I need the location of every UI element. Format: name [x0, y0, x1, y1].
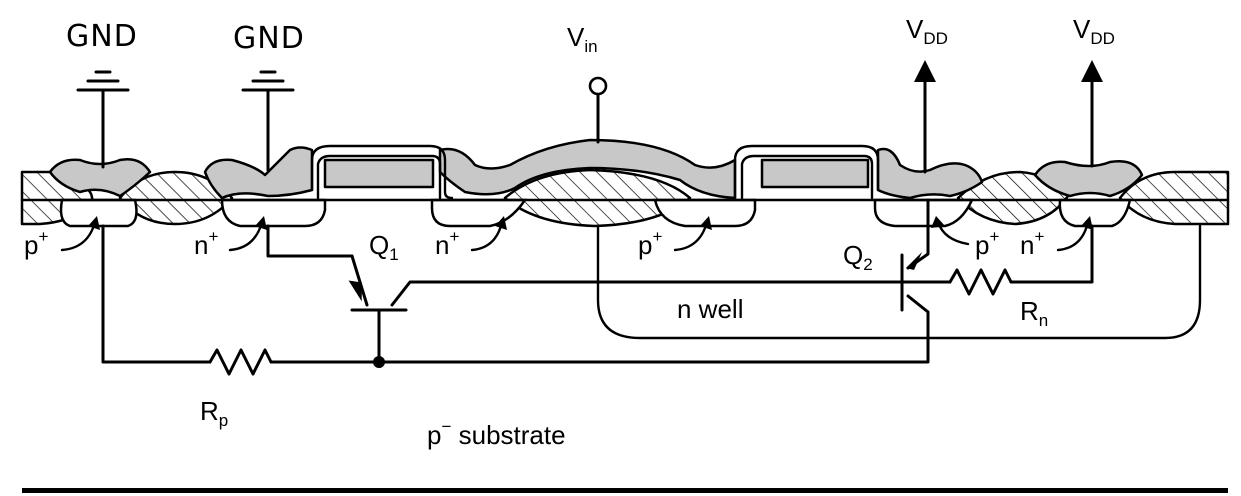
nmos-gate	[310, 144, 454, 200]
rn-label: Rn	[1020, 296, 1048, 330]
rp-label: Rp	[200, 396, 228, 430]
substrate-label: p− substrate	[427, 417, 566, 450]
pmos-gate-oxide-outline	[733, 144, 880, 200]
nmos-polysilicon-gate	[323, 158, 435, 189]
n-plus-diffusion-drain	[430, 198, 528, 228]
gnd-label-1: GND	[66, 19, 138, 54]
p-plus-mid-arrowhead	[700, 216, 712, 230]
rp-wire-right	[269, 310, 930, 364]
vdd-label-2: VDD	[1073, 14, 1115, 48]
gnd-label-2: GND	[233, 21, 305, 56]
vdd-2-arrow	[1081, 60, 1103, 82]
field-oxide-1	[118, 170, 234, 226]
terminal-wires	[76, 60, 1103, 174]
n-plus-mid-arrowhead	[495, 216, 507, 230]
metal-layer	[48, 138, 1144, 200]
rp-wire-left	[101, 224, 212, 364]
metal-gnd-2	[203, 146, 314, 200]
p-plus-right-arrowhead	[931, 216, 945, 228]
n-plus-diffusion-source	[220, 198, 327, 228]
rn-wire-right	[1009, 224, 1094, 284]
pmos-polysilicon-gate	[760, 158, 870, 189]
bottom-rule	[22, 488, 1228, 493]
vdd-1-arrow	[914, 60, 936, 82]
n-plus-diffusion-right	[1058, 198, 1132, 228]
parasitic-circuit	[101, 198, 1094, 376]
pmos-gate-oxide-inner	[740, 154, 874, 200]
q1-collector	[390, 280, 904, 307]
metal-vdd-1	[876, 147, 984, 200]
p-plus-diffusion-source	[873, 198, 974, 228]
nmos-gate-oxide-inner	[316, 154, 442, 200]
vin-label: Vin	[567, 22, 598, 56]
p-plus-label-mid: p+	[638, 227, 662, 260]
q2-label: Q2	[843, 240, 873, 274]
p-plus-left-arrowhead	[88, 216, 100, 230]
n-plus-right-arrowhead	[1081, 216, 1093, 230]
metal-gnd-1	[48, 158, 152, 198]
n-plus-label-mid: n+	[435, 227, 459, 260]
text-labels: GND GND Vin VDD VDD p+ n+ Q1 n+ p+ Q2 p+…	[24, 14, 1115, 450]
p-plus-diffusion-drain	[653, 198, 757, 228]
n-well-label: n well	[677, 294, 743, 324]
q1-emitter	[350, 254, 369, 307]
label-arrows	[60, 216, 1093, 252]
p-plus-label-left: p+	[24, 227, 48, 260]
metal-vdd-2	[1033, 160, 1144, 198]
p-plus-diffusion-left	[59, 198, 138, 228]
q1-emitter-arrow	[348, 280, 362, 302]
n-plus-label-right: n+	[1020, 227, 1044, 260]
q2-collector	[906, 294, 930, 314]
n-plus-label-left: n+	[194, 227, 218, 260]
rn-resistor	[948, 268, 1013, 296]
n-well-outline	[596, 224, 1202, 340]
vdd-label-1: VDD	[906, 14, 948, 48]
vin-terminal	[588, 76, 608, 96]
rp-resistor	[208, 348, 273, 376]
nmos-gate-oxide-outline	[310, 144, 454, 200]
n-plus-left-arrowhead	[255, 216, 267, 230]
q2-emitter-arrow	[906, 252, 922, 270]
p-plus-label-right: p+	[975, 227, 999, 260]
pmos-gate	[733, 144, 880, 200]
field-oxide-center	[503, 168, 692, 228]
q1-label: Q1	[369, 230, 399, 264]
q1-emitter-wire	[266, 224, 354, 258]
